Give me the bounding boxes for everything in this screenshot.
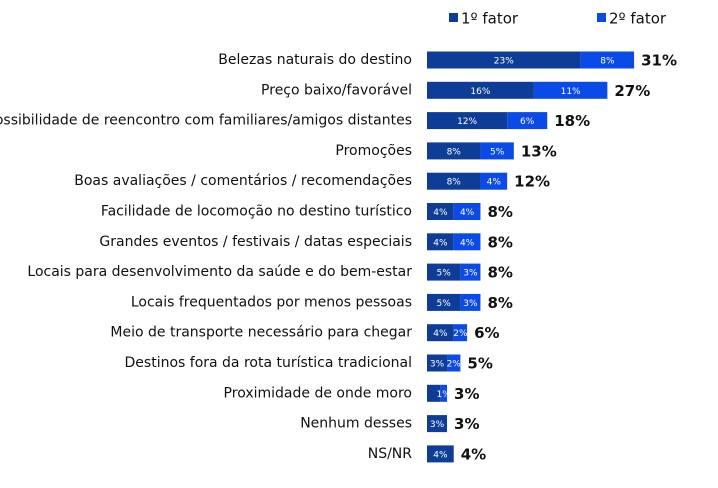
bar-segment — [427, 293, 461, 311]
category-label: Preço baixo/favorável — [261, 82, 412, 98]
category-label: Belezas naturais do destino — [218, 52, 412, 68]
bar-segment — [533, 81, 608, 99]
segment-label: 8% — [447, 178, 462, 188]
segment-label: 12% — [457, 117, 477, 127]
bar-segment — [453, 324, 468, 342]
bar-segment — [460, 263, 481, 281]
bar-segment — [427, 203, 454, 220]
bar-segment — [427, 51, 581, 69]
segment-label: 3% — [463, 269, 478, 279]
total-label: 3% — [454, 415, 479, 433]
segment-label: 4% — [433, 208, 448, 218]
segment-label: 5% — [490, 147, 505, 157]
total-label: 31% — [641, 52, 677, 70]
bar-segment — [427, 112, 508, 130]
segment-label: 4% — [460, 208, 475, 218]
segment-label: 4% — [460, 238, 475, 248]
total-label: 18% — [554, 112, 590, 130]
segment-label: 2% — [453, 329, 468, 339]
segment-label: 4% — [433, 329, 448, 339]
bar-segment — [427, 445, 454, 463]
segment-label: 16% — [470, 87, 490, 97]
bar-segment — [427, 81, 534, 99]
bar-segment — [480, 142, 514, 160]
bar-segment — [447, 354, 461, 372]
segment-label: 3% — [430, 360, 445, 370]
bar-segment — [427, 354, 448, 372]
bar-segment — [460, 293, 481, 311]
total-label: 8% — [487, 264, 512, 282]
total-label: 12% — [514, 173, 550, 191]
bar-segment — [480, 172, 508, 190]
category-label: Locais para desenvolvimento da saúde e d… — [27, 264, 412, 280]
total-label: 3% — [454, 385, 479, 403]
category-label: Promoções — [335, 143, 412, 159]
segment-label: 11% — [561, 87, 581, 97]
legend-label: 2º fator — [609, 10, 667, 28]
segment-label: 4% — [433, 238, 448, 248]
bar-segment — [440, 384, 448, 402]
segment-label: 3% — [463, 299, 478, 309]
segment-label: 8% — [447, 147, 462, 157]
segment-label: 4% — [433, 450, 448, 460]
total-label: 5% — [467, 355, 492, 373]
total-label: 27% — [614, 82, 650, 100]
bar-segment — [427, 142, 481, 160]
segment-label: 6% — [520, 117, 535, 127]
bar-segment — [453, 203, 481, 220]
segment-label: 1% — [437, 390, 452, 400]
category-label: Destinos fora da rota turística tradicio… — [125, 355, 412, 371]
bar-segment — [427, 415, 448, 433]
legend-swatch — [597, 13, 606, 22]
category-label: Facilidade de locomoção no destino turís… — [101, 204, 412, 220]
bar-segment — [427, 263, 461, 281]
total-label: 6% — [474, 324, 499, 342]
segment-label: 5% — [437, 299, 452, 309]
bar-segment — [507, 112, 548, 130]
category-label: Locais frequentados por menos pessoas — [131, 294, 412, 310]
total-label: 4% — [461, 445, 486, 463]
total-label: 8% — [487, 203, 512, 221]
category-label: NS/NR — [368, 446, 413, 462]
segment-label: 8% — [600, 57, 615, 67]
bar-segment — [427, 384, 441, 402]
total-label: 8% — [487, 233, 512, 251]
bar-segment — [427, 233, 454, 251]
category-label: Nenhum desses — [300, 416, 412, 432]
segment-label: 4% — [487, 178, 502, 188]
segment-label: 3% — [430, 420, 445, 430]
segment-label: 2% — [447, 360, 462, 370]
category-label: Proximidade de onde moro — [224, 385, 412, 401]
category-label: Meio de transporte necessário para chega… — [110, 325, 412, 341]
legend-label: 1º fator — [461, 10, 519, 28]
total-label: 8% — [487, 294, 512, 312]
legend-swatch — [449, 13, 458, 22]
bar-segment — [453, 233, 481, 251]
category-label: Grandes eventos / festivais / datas espe… — [99, 234, 412, 250]
bar-segment — [580, 51, 635, 69]
category-label: Possibilidade de reencontro com familiar… — [0, 113, 412, 129]
bar-segment — [427, 172, 481, 190]
segment-label: 5% — [437, 269, 452, 279]
bar-segment — [427, 324, 454, 342]
segment-label: 23% — [494, 57, 514, 67]
category-label: Boas avaliações / comentários / recomend… — [74, 173, 412, 189]
total-label: 13% — [521, 142, 557, 160]
